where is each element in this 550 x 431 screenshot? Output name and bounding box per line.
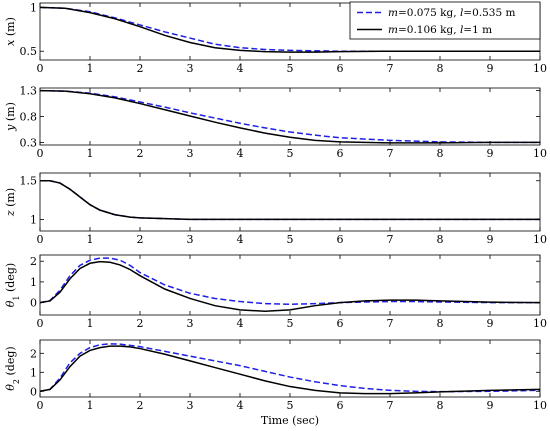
series-line-solid [40, 260, 540, 313]
y-axis-label: θ1 (deg) [4, 263, 21, 307]
x-tick-label: 1 [87, 62, 94, 75]
x-tick-label: 4 [237, 62, 244, 75]
x-tick-label: 2 [137, 399, 144, 412]
panel-4: 0 1 2 3 4 5 6 7 8 9 10 0 1 2 θ1 (deg) [4, 254, 547, 330]
x-tick-label: 4 [237, 399, 244, 412]
y-tick-label: 1.3 [20, 85, 38, 98]
x-tick-label: 10 [533, 317, 547, 330]
panel-2: 0 1 2 3 4 5 6 7 8 9 10 0.3 0.8 1.3y (m) [4, 85, 547, 160]
x-tick-label: 2 [137, 233, 144, 246]
x-axis-label: Time (sec) [261, 414, 319, 427]
x-tick-label: 7 [387, 317, 394, 330]
y-axis-label: x (m) [4, 17, 17, 46]
y-axis-label: θ2 (deg) [4, 346, 21, 390]
x-tick-label: 7 [387, 233, 394, 246]
x-tick-label: 1 [87, 399, 94, 412]
y-tick-label: 0.3 [20, 136, 38, 149]
x-tick-label: 0 [37, 233, 44, 246]
x-tick-label: 6 [337, 399, 344, 412]
x-tick-label: 9 [487, 399, 494, 412]
x-tick-label: 0 [37, 317, 44, 330]
y-tick-label: 0 [30, 385, 37, 398]
legend-box [349, 1, 541, 40]
series-line-solid [40, 179, 540, 221]
y-axis-label: y (m) [4, 102, 17, 132]
x-tick-label: 5 [287, 147, 294, 160]
x-tick-label: 1 [87, 233, 94, 246]
y-tick-label: 1 [30, 1, 37, 14]
x-tick-label: 8 [437, 399, 444, 412]
y-axis-label: z (m) [4, 188, 17, 217]
x-tick-label: 6 [337, 62, 344, 75]
series-line-dashed [40, 257, 540, 305]
x-tick-label: 3 [187, 233, 194, 246]
panels: 0 1 2 3 4 5 6 7 8 9 100.51x (m)0 1 2 3 4 5 6 7 8 9 100.30.81… [4, 1, 547, 427]
legend-entry-2: m=0.106 kg, l=1 m [388, 24, 492, 36]
legend-entry-1: m=0.075 kg, l=0.535 m [388, 7, 515, 19]
x-tick-label: 0 [37, 62, 44, 75]
x-tick-label: 4 [237, 317, 244, 330]
x-tick-label: 5 [287, 233, 294, 246]
x-tick-label: 1 [87, 147, 94, 160]
x-tick-label: 6 [337, 317, 344, 330]
x-tick-label: 6 [337, 147, 344, 160]
y-tick-label: 1 [30, 276, 37, 289]
x-tick-label: 1 [87, 317, 94, 330]
axes-box [39, 339, 541, 398]
x-tick-label: 3 [187, 399, 194, 412]
y-tick-label: 0.5 [20, 45, 38, 58]
x-tick-label: 7 [387, 399, 394, 412]
x-tick-label: 0 [37, 399, 44, 412]
x-tick-label: 9 [487, 317, 494, 330]
x-tick-label: 9 [487, 147, 494, 160]
x-tick-label: 3 [187, 147, 194, 160]
panel-5: 0 1 2 3 4 5 6 7 8 9 10 0 1 2 θ2 (deg) Time (sec) [4, 339, 547, 427]
x-tick-label: 3 [187, 317, 194, 330]
x-tick-label: 2 [137, 317, 144, 330]
x-tick-label: 4 [237, 233, 244, 246]
y-tick-label: 1 [30, 366, 37, 379]
y-tick-label: 0 [30, 297, 37, 310]
x-tick-label: 9 [487, 62, 494, 75]
x-tick-label: 2 [137, 62, 144, 75]
x-tick-label: 10 [533, 233, 547, 246]
series-line-solid [40, 89, 540, 144]
series-line-solid [40, 345, 540, 395]
series-line-dashed [40, 89, 540, 144]
series-line-dashed [40, 343, 540, 393]
x-tick-label: 2 [137, 147, 144, 160]
series-line-dashed [40, 179, 540, 221]
legend: m=0.075 kg, l=0.535 m m=0.106 kg, l=1 m [349, 1, 541, 40]
x-tick-label: 10 [533, 62, 547, 75]
x-tick-label: 7 [387, 62, 394, 75]
x-tick-label: 8 [437, 317, 444, 330]
y-tick-label: 1 [30, 213, 37, 226]
x-tick-label: 10 [533, 399, 547, 412]
x-tick-label: 7 [387, 147, 394, 160]
y-tick-label: 1.5 [20, 175, 38, 188]
x-tick-label: 0 [37, 147, 44, 160]
series-line-solid [40, 6, 540, 53]
x-tick-label: 4 [237, 147, 244, 160]
x-tick-label: 9 [487, 233, 494, 246]
x-tick-label: 5 [287, 399, 294, 412]
x-tick-label: 10 [533, 147, 547, 160]
x-tick-label: 3 [187, 62, 194, 75]
axes-box [39, 172, 541, 232]
x-tick-label: 8 [437, 62, 444, 75]
y-tick-label: 0.8 [20, 111, 38, 124]
y-tick-label: 2 [30, 347, 37, 360]
y-tick-label: 2 [30, 255, 37, 268]
x-tick-label: 8 [437, 147, 444, 160]
x-tick-label: 5 [287, 317, 294, 330]
x-tick-label: 6 [337, 233, 344, 246]
x-tick-label: 8 [437, 233, 444, 246]
x-tick-label: 5 [287, 62, 294, 75]
